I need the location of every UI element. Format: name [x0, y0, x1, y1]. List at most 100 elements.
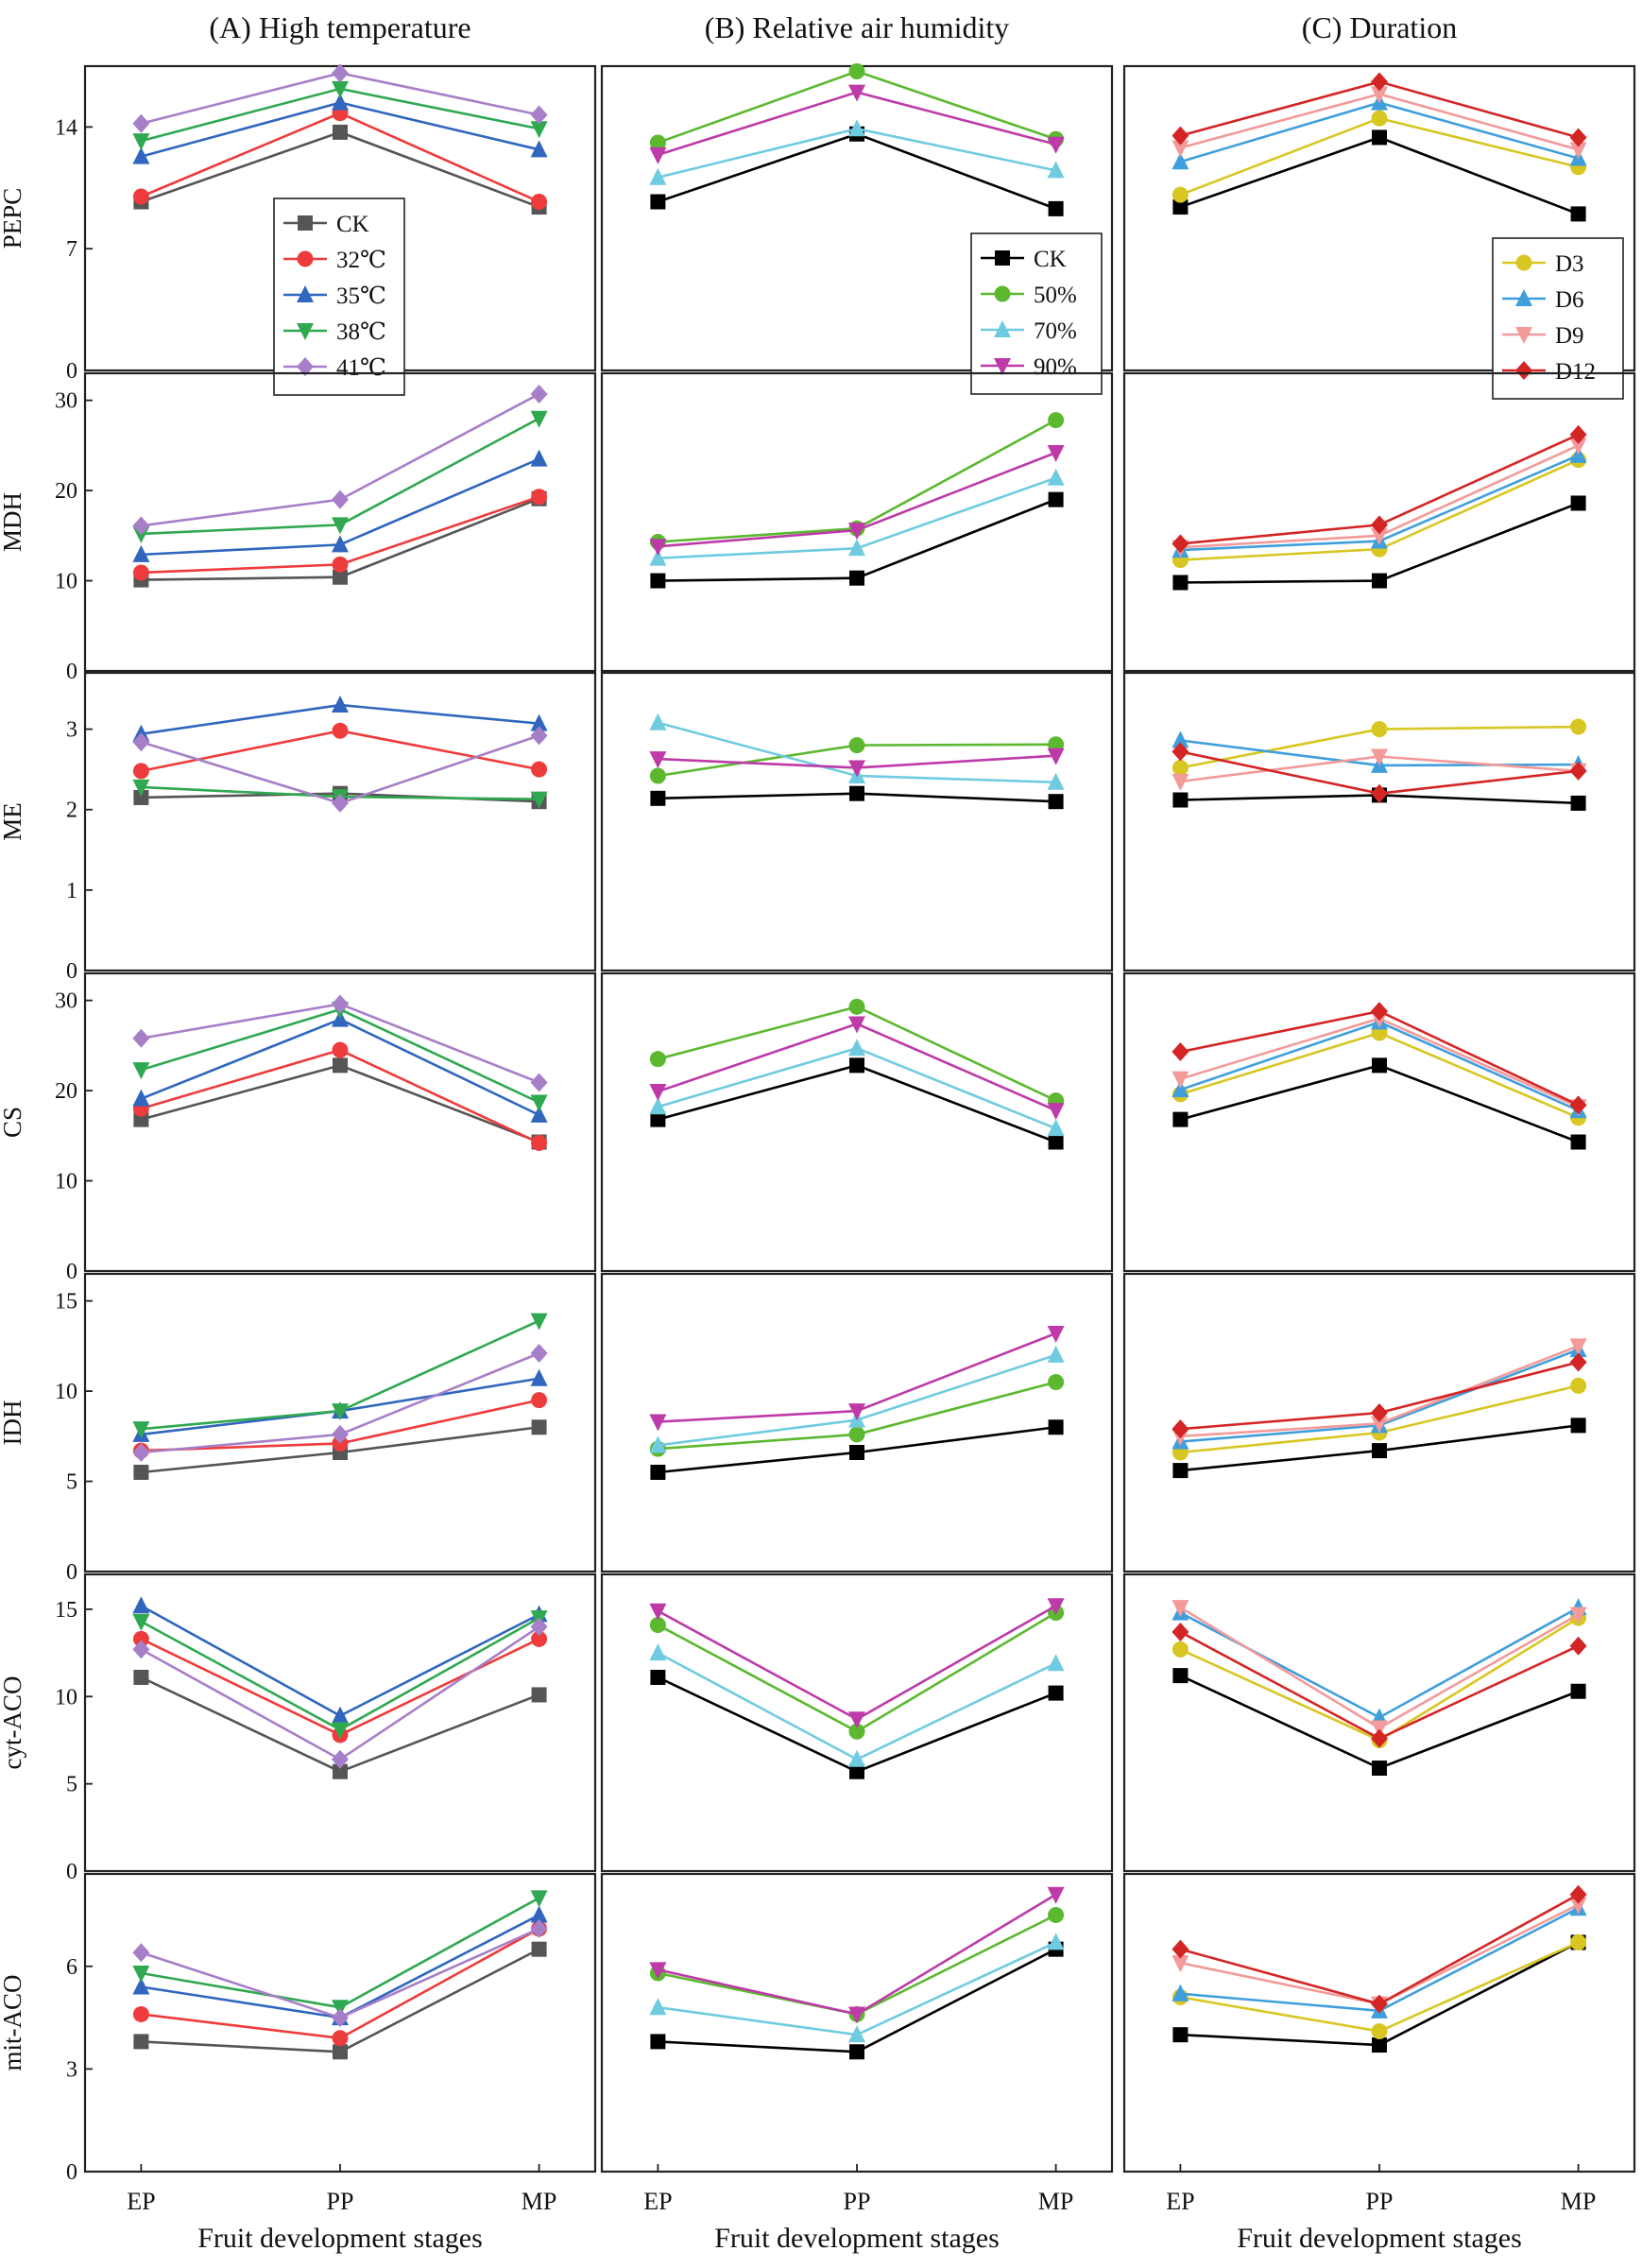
- data-point: [1047, 136, 1065, 154]
- data-point: [133, 1465, 149, 1480]
- data-point: [649, 146, 667, 164]
- data-point: [649, 1051, 666, 1068]
- series-ck: [650, 785, 1064, 810]
- data-point: [530, 1073, 548, 1092]
- y-tick-label: 5: [66, 1470, 77, 1495]
- series-line: [141, 1063, 540, 1143]
- data-point: [1570, 206, 1586, 222]
- data-point: [1372, 1443, 1387, 1459]
- legend-item-70pct: 70%: [981, 318, 1077, 344]
- data-point: [848, 539, 865, 557]
- panel-frame: [600, 1272, 1114, 1573]
- data-point: [848, 1403, 865, 1421]
- series-70pct: [649, 1039, 1065, 1137]
- data-point: [1172, 1984, 1189, 2002]
- data-point: [848, 1426, 865, 1443]
- x-axis-label: Fruit development stages: [714, 2223, 1000, 2254]
- legend-marker: [994, 285, 1011, 302]
- data-point: [1048, 1419, 1064, 1435]
- y-tick-label: 1: [66, 879, 77, 903]
- data-point: [649, 1097, 667, 1115]
- data-point: [1048, 200, 1064, 216]
- data-point: [1371, 515, 1388, 535]
- series-line: [1179, 136, 1580, 215]
- panel-idh-1: 0 5 10 15: [55, 1272, 597, 1585]
- data-point: [848, 1039, 865, 1057]
- column-title: (B) Relative air humidity: [705, 10, 1010, 44]
- legend-item-41c: 41℃: [283, 355, 386, 381]
- legend-item-32c: 32℃: [283, 248, 386, 273]
- legend-marker: [298, 215, 313, 231]
- legend-box: [1492, 237, 1624, 400]
- data-point: [531, 1419, 547, 1435]
- data-point: [332, 1403, 349, 1421]
- y-tick-label: 5: [66, 1773, 77, 1797]
- series-d3: [1172, 1933, 1587, 2040]
- data-point: [1371, 110, 1388, 127]
- x-tick-label: PP: [1366, 2188, 1394, 2215]
- data-point: [1371, 86, 1388, 104]
- panel-pepc-3: D3 D6 D9 D12: [1122, 64, 1636, 400]
- data-point: [1172, 792, 1189, 808]
- data-point: [333, 1057, 348, 1074]
- series-line: [658, 1893, 1057, 2016]
- panel-mit-aco-1: 0 3 6: [66, 1872, 597, 2185]
- data-point: [1048, 1134, 1064, 1150]
- legend-label: 90%: [1034, 354, 1077, 380]
- series-41c: [132, 1617, 548, 1769]
- legend: CK 32℃ 35℃ 38℃ 41℃: [273, 198, 405, 396]
- series-ck: [1172, 495, 1586, 591]
- data-point: [1570, 1933, 1587, 1950]
- legend-marker: [994, 320, 1011, 337]
- data-point: [849, 1445, 864, 1460]
- x-tick-label: MP: [1561, 2188, 1597, 2215]
- series-90pct: [649, 1886, 1065, 2024]
- y-tick-label: 0: [66, 2160, 77, 2185]
- data-point: [1047, 747, 1065, 765]
- series-d12: [1172, 72, 1587, 147]
- data-point: [650, 2034, 666, 2050]
- panel-frame: [1122, 1272, 1636, 1573]
- panel-frame: [600, 671, 1114, 972]
- series-ck: [1172, 1057, 1586, 1150]
- data-point: [1172, 1071, 1189, 1089]
- series-d3: [1172, 718, 1587, 776]
- data-point: [1048, 412, 1065, 429]
- series-35c: [132, 93, 548, 164]
- data-point: [649, 1643, 667, 1661]
- data-point: [1569, 438, 1587, 455]
- legend-item-d9: D9: [1502, 323, 1584, 349]
- x-tick-label: MP: [1038, 2188, 1074, 2215]
- data-point: [1371, 1002, 1388, 1022]
- data-point: [1172, 199, 1189, 215]
- data-point: [132, 1977, 150, 1995]
- data-point: [132, 2005, 149, 2022]
- legend-item-d3: D3: [1502, 251, 1584, 277]
- series-line: [657, 1605, 1057, 1721]
- data-point: [650, 1111, 666, 1127]
- panel-frame: [1122, 64, 1636, 372]
- data-point: [1570, 718, 1587, 735]
- series-line: [1180, 1903, 1580, 2005]
- x-tick-label: MP: [522, 2188, 557, 2215]
- data-point: [332, 2008, 349, 2028]
- legend-item-ck: CK: [981, 247, 1067, 272]
- x-axis-label: Fruit development stages: [197, 2223, 483, 2254]
- data-point: [1172, 152, 1189, 170]
- series-32c: [132, 489, 548, 581]
- panel-idh-3: [1122, 1272, 1636, 1573]
- series-38c: [132, 1313, 548, 1439]
- data-point: [649, 167, 667, 185]
- series-90pct: [649, 1326, 1065, 1432]
- y-tick-label: 20: [55, 1079, 77, 1104]
- y-tick-label: 10: [55, 1170, 77, 1194]
- data-point: [1047, 1345, 1065, 1363]
- panel-frame: [83, 971, 597, 1273]
- y-tick-label: 10: [55, 1380, 77, 1404]
- data-point: [1172, 126, 1189, 146]
- x-tick-label: EP: [127, 2188, 155, 2215]
- series-ck: [650, 1669, 1064, 1779]
- legend-marker: [297, 250, 314, 267]
- y-tick-label: 0: [66, 1860, 77, 1884]
- panel-frame: [1122, 971, 1636, 1273]
